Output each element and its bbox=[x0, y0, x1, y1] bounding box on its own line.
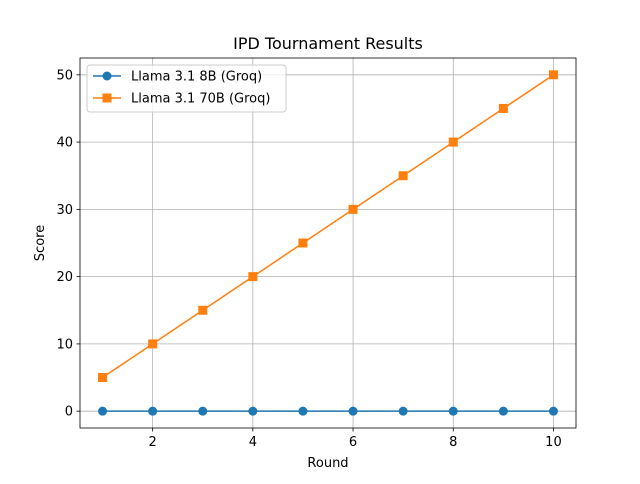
data-point bbox=[498, 103, 508, 113]
data-point bbox=[398, 171, 408, 181]
x-axis-label: Round bbox=[307, 456, 348, 471]
legend-marker bbox=[102, 71, 112, 81]
x-tick-label: 4 bbox=[249, 435, 257, 450]
legend: Llama 3.1 8B (Groq) Llama 3.1 70B (Groq) bbox=[86, 64, 287, 113]
series-2 bbox=[98, 70, 558, 383]
legend-label: Llama 3.1 70B (Groq) bbox=[131, 92, 270, 107]
data-point bbox=[198, 406, 208, 416]
data-point bbox=[498, 406, 508, 416]
data-point bbox=[148, 406, 158, 416]
x-tick-label: 2 bbox=[149, 435, 157, 450]
y-tick-label: 50 bbox=[56, 68, 73, 83]
series-1 bbox=[98, 406, 558, 416]
legend-label: Llama 3.1 8B (Groq) bbox=[131, 70, 262, 85]
data-point bbox=[448, 406, 458, 416]
legend-entry: Llama 3.1 70B (Groq) bbox=[93, 92, 270, 107]
data-point bbox=[548, 70, 558, 80]
x-tick-label: 10 bbox=[545, 435, 562, 450]
data-point bbox=[348, 204, 358, 214]
data-point bbox=[448, 137, 458, 147]
data-point bbox=[148, 339, 158, 349]
data-point bbox=[248, 272, 258, 282]
data-point bbox=[298, 238, 308, 248]
y-tick-label: 40 bbox=[56, 136, 73, 151]
legend-box bbox=[86, 64, 287, 113]
data-point bbox=[548, 406, 558, 416]
series-layer bbox=[98, 70, 558, 416]
y-axis-ticks: 0 10 20 30 40 50 bbox=[56, 68, 80, 420]
grid-lines bbox=[80, 58, 576, 428]
y-tick-label: 10 bbox=[56, 337, 73, 352]
data-point bbox=[348, 406, 358, 416]
y-axis-label: Score bbox=[33, 225, 48, 261]
y-tick-label: 0 bbox=[65, 405, 73, 420]
chart-title: IPD Tournament Results bbox=[233, 34, 423, 53]
legend-entry: Llama 3.1 8B (Groq) bbox=[93, 70, 262, 85]
data-point bbox=[198, 305, 208, 315]
data-point bbox=[98, 406, 108, 416]
data-point bbox=[298, 406, 308, 416]
x-tick-label: 8 bbox=[449, 435, 457, 450]
plot-area-frame bbox=[79, 57, 577, 429]
y-tick-label: 20 bbox=[56, 270, 73, 285]
data-point bbox=[98, 373, 108, 383]
data-point bbox=[248, 406, 258, 416]
y-tick-label: 30 bbox=[56, 203, 73, 218]
x-tick-label: 6 bbox=[349, 435, 357, 450]
x-axis-ticks: 2 4 6 8 10 bbox=[149, 428, 562, 450]
series-line bbox=[102, 74, 554, 379]
legend-marker bbox=[102, 93, 112, 103]
data-point bbox=[398, 406, 408, 416]
